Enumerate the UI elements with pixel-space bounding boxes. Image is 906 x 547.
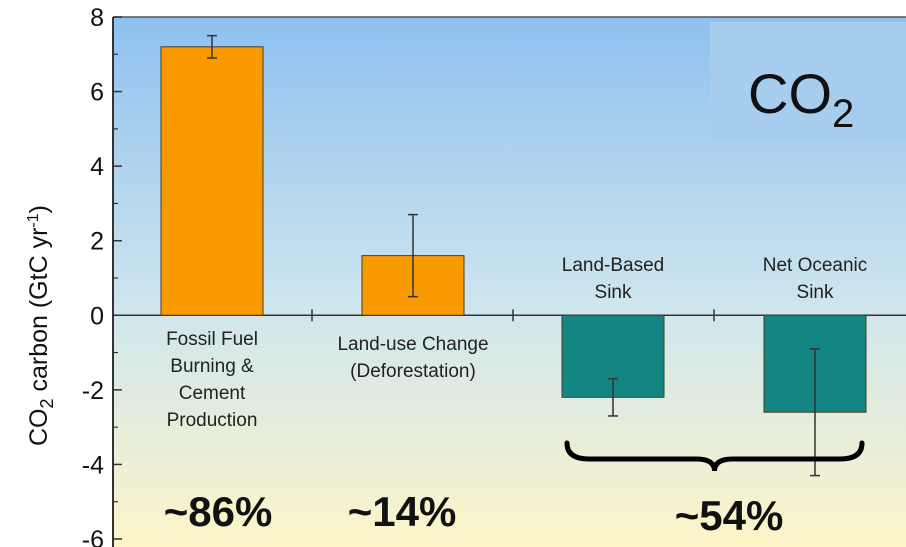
category-label-1-line-1: (Deforestation) bbox=[350, 361, 476, 382]
category-label-3-line-0: Net Oceanic bbox=[763, 255, 868, 276]
y-tick-label-5: -2 bbox=[82, 377, 104, 405]
y-tick-label-0: 8 bbox=[90, 4, 104, 32]
co2-label: CO2 bbox=[748, 62, 854, 136]
co2-label-box bbox=[710, 22, 906, 140]
y-tick-label-2: 4 bbox=[90, 153, 104, 181]
y-tick-label-6: -4 bbox=[82, 451, 104, 479]
category-label-0-line-0: Fossil Fuel bbox=[166, 329, 258, 350]
bar-0 bbox=[160, 46, 264, 316]
y-tick-label-7: -6 bbox=[82, 526, 104, 547]
percent-label-1: ~14% bbox=[348, 488, 457, 535]
y-tick-label-4: 0 bbox=[90, 302, 104, 330]
percent-label-0: ~86% bbox=[164, 488, 273, 535]
category-label-2-line-0: Land-Based bbox=[562, 255, 664, 276]
category-label-0-line-3: Production bbox=[167, 410, 258, 431]
percent-label-sinks: ~54% bbox=[675, 492, 784, 539]
y-tick-label-3: 2 bbox=[90, 228, 104, 256]
co2-label-main: CO bbox=[748, 62, 832, 125]
sink-group-brace bbox=[564, 440, 865, 472]
co2-label-sub: 2 bbox=[832, 92, 854, 136]
category-label-2-line-1: Sink bbox=[595, 282, 632, 303]
y-tick-label-1: 6 bbox=[90, 79, 104, 107]
y-axis-label: CO2 carbon (GtC yr-1) bbox=[25, 205, 57, 446]
category-label-1-line-0: Land-use Change bbox=[337, 334, 488, 355]
category-label-0-line-2: Cement bbox=[179, 383, 246, 404]
category-label-0-line-1: Burning & bbox=[170, 356, 254, 377]
category-label-3-line-1: Sink bbox=[797, 282, 834, 303]
